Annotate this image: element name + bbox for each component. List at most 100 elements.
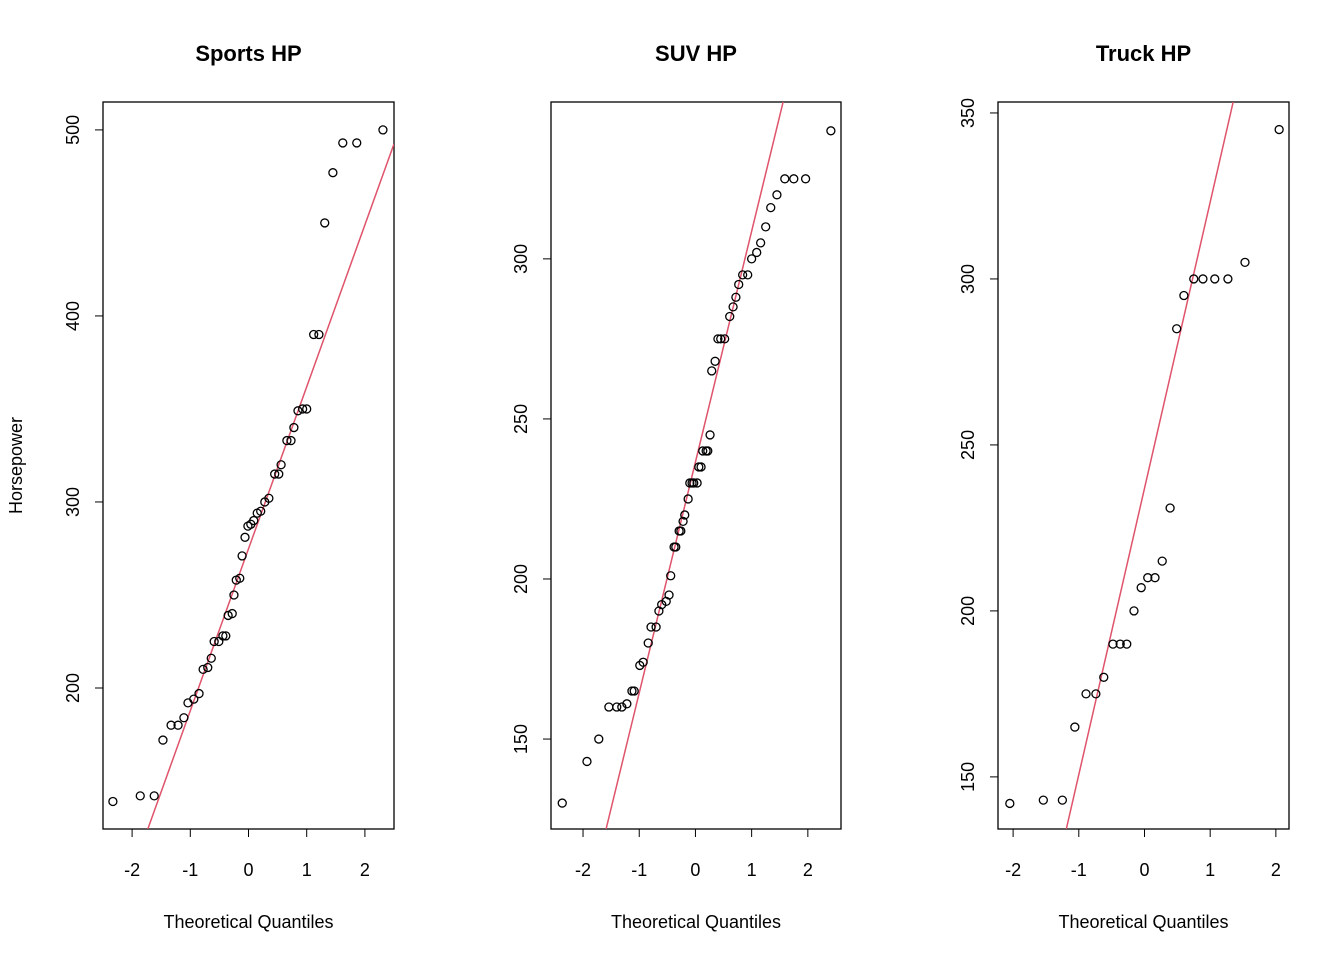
point <box>1115 639 1125 649</box>
point <box>1150 573 1160 583</box>
point <box>1189 274 1199 284</box>
point <box>198 664 208 675</box>
point <box>166 720 176 730</box>
point <box>698 446 708 456</box>
point <box>328 168 338 178</box>
point <box>227 608 237 619</box>
point <box>1198 274 1208 284</box>
point <box>1108 639 1118 649</box>
point <box>629 686 639 696</box>
reference-line <box>147 143 394 829</box>
point <box>1179 290 1189 301</box>
point <box>297 404 308 414</box>
point <box>617 702 627 712</box>
point <box>189 694 199 704</box>
point <box>194 688 204 699</box>
y-tick-label: 350 <box>958 98 978 128</box>
point <box>1122 639 1132 649</box>
point <box>800 174 811 184</box>
point <box>1038 795 1048 805</box>
point <box>731 292 741 302</box>
point <box>237 551 247 561</box>
x-tick-label: -1 <box>631 860 647 880</box>
point <box>229 590 239 600</box>
x-tick-label: -2 <box>124 860 140 880</box>
point <box>1172 324 1182 334</box>
point <box>221 631 231 641</box>
point <box>149 791 159 801</box>
point <box>293 406 303 416</box>
y-tick-label: 300 <box>958 264 978 294</box>
point <box>158 735 168 745</box>
point <box>743 270 753 280</box>
y-tick-label: 150 <box>958 762 978 792</box>
plot-frame <box>550 101 842 830</box>
point <box>1099 672 1109 682</box>
point <box>256 506 266 516</box>
point <box>1223 274 1233 284</box>
point <box>582 756 592 767</box>
point <box>766 202 776 213</box>
point <box>135 791 145 801</box>
y-tick-label: 200 <box>511 564 531 594</box>
point <box>746 254 757 264</box>
point <box>622 699 632 709</box>
point <box>720 334 730 344</box>
x-tick-label: 1 <box>747 860 757 880</box>
x-tick-label: 0 <box>1139 860 1149 880</box>
x-tick-label: -1 <box>1071 860 1087 880</box>
x-tick-label: 0 <box>690 860 700 880</box>
x-tick-label: -2 <box>1005 860 1021 880</box>
plot-frame <box>997 101 1290 830</box>
x-tick-label: 2 <box>1271 860 1281 880</box>
point <box>612 702 622 712</box>
point <box>240 532 250 542</box>
point <box>1143 573 1153 583</box>
x-tick-label: 1 <box>302 860 312 880</box>
point <box>314 329 324 340</box>
point <box>683 494 693 504</box>
point <box>203 662 213 673</box>
y-tick-label: 250 <box>958 430 978 460</box>
y-tick-label: 300 <box>63 487 83 517</box>
point <box>789 174 799 184</box>
point <box>264 493 274 503</box>
point <box>710 356 720 366</box>
point <box>276 460 286 470</box>
point <box>671 542 681 552</box>
point <box>179 713 189 723</box>
x-tick-label: 2 <box>803 860 813 880</box>
point <box>108 796 118 807</box>
point <box>274 469 284 479</box>
point <box>1210 274 1220 284</box>
point <box>1005 798 1015 809</box>
point <box>282 435 292 446</box>
x-axis-label: Theoretical Quantiles <box>611 912 781 932</box>
point <box>651 622 661 632</box>
y-tick-label: 250 <box>511 404 531 434</box>
point <box>643 638 653 648</box>
y-tick-label: 200 <box>958 596 978 626</box>
y-tick-label: 400 <box>63 301 83 331</box>
point <box>707 366 717 376</box>
x-tick-label: -2 <box>575 860 591 880</box>
x-axis-label: Theoretical Quantiles <box>163 912 333 932</box>
point <box>713 334 723 344</box>
point <box>1274 124 1284 135</box>
point <box>737 270 748 280</box>
chart-title: Truck HP <box>1096 41 1191 66</box>
point <box>1157 556 1167 566</box>
point <box>1129 606 1139 616</box>
point <box>705 430 715 440</box>
point <box>826 126 836 136</box>
point <box>235 573 245 583</box>
point <box>1081 689 1091 699</box>
point <box>352 138 362 148</box>
point <box>1091 689 1101 699</box>
x-tick-label: 1 <box>1205 860 1215 880</box>
point <box>249 515 259 526</box>
point <box>755 238 766 248</box>
x-tick-label: -1 <box>182 860 198 880</box>
y-tick-label: 150 <box>511 724 531 754</box>
